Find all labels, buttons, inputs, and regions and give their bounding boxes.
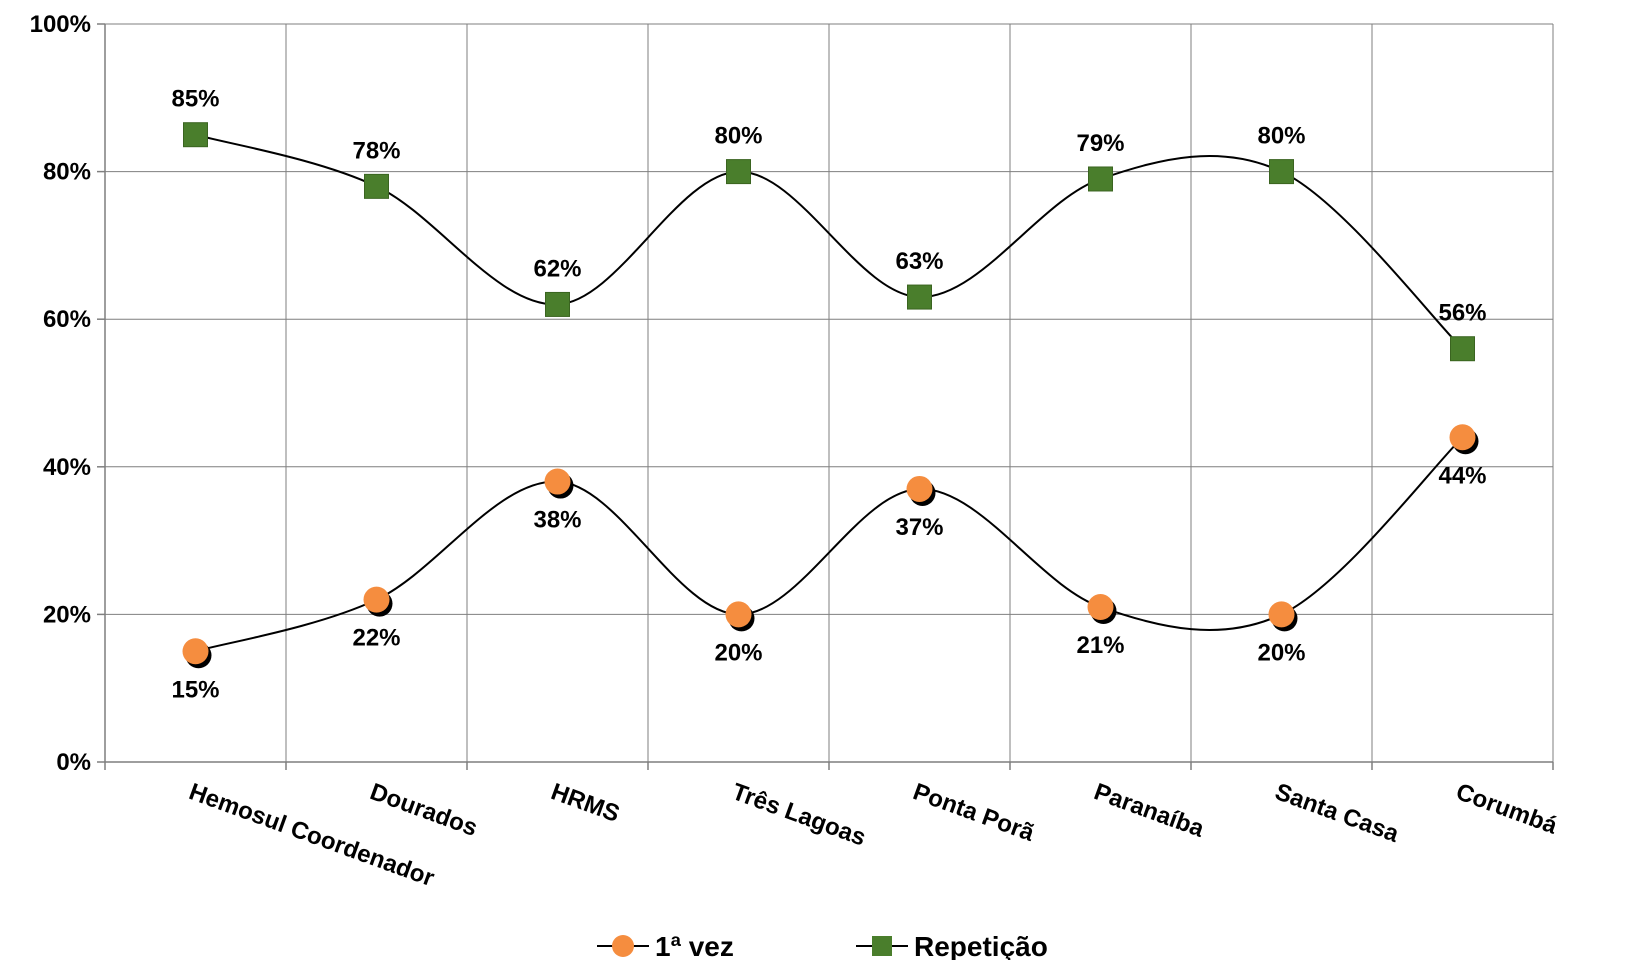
data-label-primeira-vez: 22% <box>352 625 400 652</box>
y-tick-label: 20% <box>43 601 91 628</box>
data-label-repeticao: 56% <box>1438 300 1486 327</box>
x-category-label: Paranaíba <box>1090 778 1208 843</box>
x-category-label: Ponta Porã <box>909 778 1038 847</box>
legend-label-primeira-vez: 1ª vez <box>655 931 734 960</box>
y-tick-label: 100% <box>30 11 91 38</box>
marker-repeticao <box>183 122 208 148</box>
x-category-label: Três Lagoas <box>728 778 869 851</box>
data-label-primeira-vez: 20% <box>1257 639 1305 666</box>
data-label-primeira-vez: 15% <box>171 676 219 703</box>
legend-marker-repeticao <box>872 936 892 956</box>
x-category-label: Santa Casa <box>1271 778 1402 848</box>
marker-primeira-vez <box>906 475 933 502</box>
marker-repeticao <box>1450 336 1475 362</box>
data-label-repeticao: 78% <box>352 137 400 164</box>
x-category-label: Dourados <box>366 778 480 842</box>
marker-repeticao <box>907 284 932 310</box>
marker-repeticao <box>364 173 389 199</box>
marker-primeira-vez <box>1087 594 1114 621</box>
data-label-primeira-vez: 20% <box>714 639 762 666</box>
data-label-repeticao: 79% <box>1076 130 1124 157</box>
marker-repeticao <box>545 291 570 317</box>
legend-label-repeticao: Repetição <box>914 931 1048 960</box>
data-label-primeira-vez: 21% <box>1076 632 1124 659</box>
y-tick-label: 80% <box>43 159 91 186</box>
marker-repeticao <box>1269 159 1294 185</box>
marker-primeira-vez <box>544 468 571 495</box>
y-tick-label: 40% <box>43 454 91 481</box>
data-label-repeticao: 80% <box>1257 123 1305 150</box>
x-category-label: HRMS <box>547 778 623 828</box>
data-label-repeticao: 85% <box>171 86 219 113</box>
marker-repeticao <box>726 159 751 185</box>
y-tick-label: 60% <box>43 306 91 333</box>
marker-primeira-vez <box>1449 424 1476 451</box>
marker-primeira-vez <box>182 638 209 665</box>
x-category-label: Corumbá <box>1452 778 1561 840</box>
marker-repeticao <box>1088 166 1113 192</box>
marker-primeira-vez <box>363 586 390 613</box>
marker-primeira-vez <box>1268 601 1295 628</box>
data-label-repeticao: 80% <box>714 123 762 150</box>
data-label-repeticao: 63% <box>895 248 943 275</box>
marker-primeira-vez <box>725 601 752 628</box>
data-label-primeira-vez: 37% <box>895 514 943 541</box>
y-tick-label: 0% <box>56 749 91 776</box>
data-label-repeticao: 62% <box>533 255 581 282</box>
data-label-primeira-vez: 38% <box>533 507 581 534</box>
legend-marker-primeira-vez <box>612 935 634 957</box>
data-label-primeira-vez: 44% <box>1438 462 1486 489</box>
